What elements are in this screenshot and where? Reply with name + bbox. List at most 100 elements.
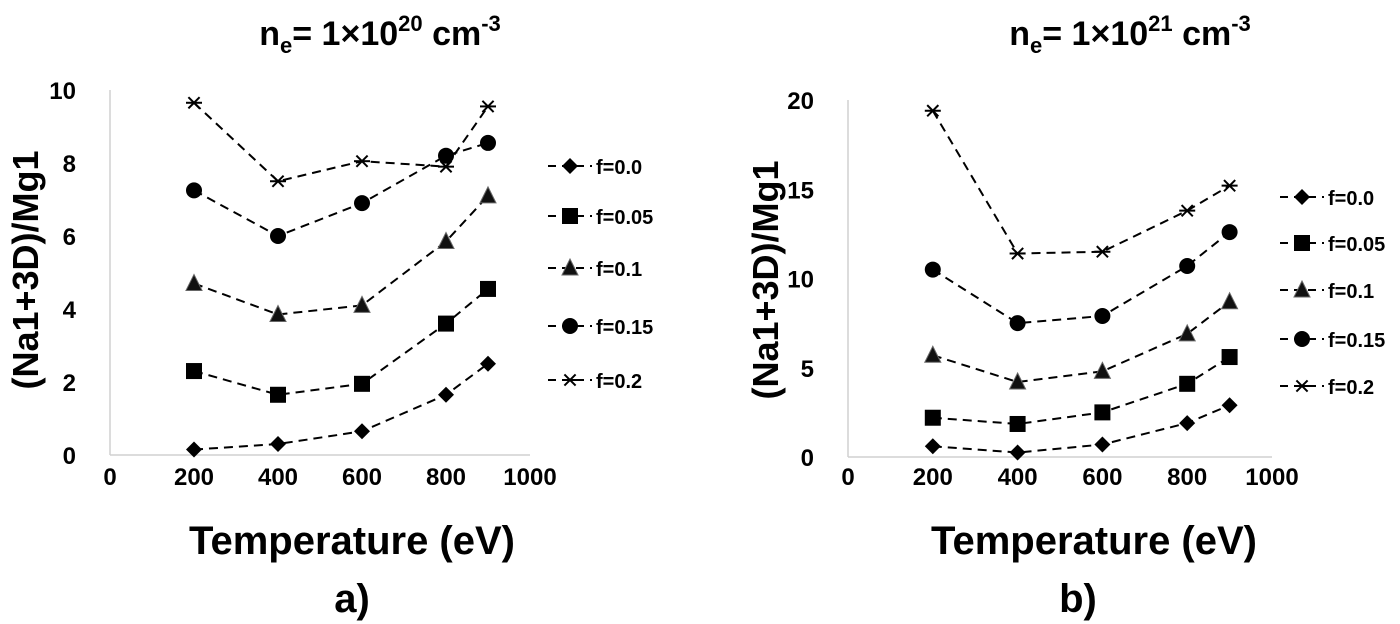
data-point bbox=[438, 386, 454, 403]
x-tick-label: 200 bbox=[913, 464, 953, 491]
series-f=0.0 bbox=[924, 397, 1238, 461]
data-point bbox=[438, 315, 454, 332]
x-tick-label: 1000 bbox=[503, 464, 556, 491]
data-point bbox=[354, 375, 370, 392]
data-point bbox=[480, 280, 496, 297]
legend-marker bbox=[1294, 235, 1310, 251]
series-f=0.2 bbox=[186, 96, 496, 188]
legend-entry: f=0.15 bbox=[548, 317, 653, 339]
y-tick-label: 20 bbox=[787, 88, 814, 115]
y-axis-label: (Na1+3D)/Mg1 bbox=[745, 160, 786, 399]
y-tick-label: 5 bbox=[801, 356, 814, 383]
legend-marker bbox=[1294, 189, 1310, 205]
data-point bbox=[1221, 349, 1238, 366]
data-point bbox=[1179, 258, 1196, 275]
x-tick-label: 400 bbox=[998, 464, 1038, 491]
data-point bbox=[924, 409, 941, 426]
x-tick-label: 600 bbox=[342, 464, 382, 491]
data-point bbox=[1093, 361, 1112, 379]
series-f=0.2 bbox=[924, 104, 1238, 260]
y-tick-label: 6 bbox=[63, 224, 76, 251]
x-tick-label: 200 bbox=[174, 464, 214, 491]
data-point bbox=[1094, 307, 1111, 324]
data-point bbox=[1009, 315, 1026, 332]
legend-entry: f=0.05 bbox=[1280, 234, 1385, 256]
legend-marker bbox=[562, 373, 578, 387]
data-point bbox=[924, 104, 941, 118]
data-point bbox=[186, 96, 202, 110]
x-tick-label: 400 bbox=[258, 464, 298, 491]
legend-label: f=0.1 bbox=[1328, 281, 1374, 303]
legend-label: f=0.2 bbox=[596, 371, 642, 393]
legend-label: f=0.15 bbox=[596, 317, 653, 339]
data-point bbox=[269, 304, 287, 322]
legend-entry: f=0.05 bbox=[548, 207, 653, 229]
y-axis-label: (Na1+3D)/Mg1 bbox=[5, 150, 46, 389]
chart-title: ne= 1×1021 cm-3 bbox=[1009, 11, 1251, 58]
chart-title: ne= 1×1020 cm-3 bbox=[259, 11, 501, 58]
x-tick-label: 0 bbox=[103, 464, 116, 491]
data-point bbox=[1094, 404, 1111, 421]
series-f=0.15 bbox=[186, 134, 496, 244]
data-point bbox=[438, 160, 454, 173]
series-f=0.05 bbox=[186, 280, 496, 403]
x-tick-label: 800 bbox=[1167, 464, 1207, 491]
legend-entry: f=0.15 bbox=[1280, 330, 1385, 352]
legend-marker bbox=[562, 318, 578, 334]
data-point bbox=[1009, 444, 1026, 461]
legend-label: f=0.1 bbox=[596, 259, 642, 281]
legend-label: f=0.15 bbox=[1328, 330, 1385, 352]
y-tick-label: 2 bbox=[63, 370, 76, 397]
data-point bbox=[480, 100, 496, 113]
data-point bbox=[924, 438, 941, 455]
data-point bbox=[185, 273, 203, 291]
legend-entry: f=0.0 bbox=[548, 157, 642, 179]
data-point bbox=[480, 355, 496, 372]
series-f=0.15 bbox=[924, 224, 1238, 332]
data-point bbox=[354, 423, 370, 440]
data-point bbox=[186, 441, 202, 458]
data-point bbox=[354, 195, 370, 212]
legend-entry: f=0.2 bbox=[1280, 377, 1374, 399]
data-point bbox=[1220, 291, 1239, 310]
legend-marker bbox=[562, 208, 578, 224]
data-point bbox=[1094, 436, 1111, 453]
x-tick-label: 800 bbox=[426, 464, 466, 491]
data-point bbox=[923, 345, 942, 363]
data-point bbox=[186, 182, 202, 199]
data-point bbox=[1009, 247, 1026, 260]
legend-marker bbox=[1294, 331, 1310, 347]
series-line bbox=[193, 195, 489, 316]
x-axis-label: Temperature (eV) bbox=[189, 519, 515, 563]
legend-label: f=0.05 bbox=[1328, 234, 1385, 256]
series-f=0.0 bbox=[186, 355, 496, 458]
x-tick-label: 0 bbox=[841, 464, 854, 491]
series-line bbox=[193, 362, 489, 451]
series-f=0.1 bbox=[185, 185, 497, 322]
legend-marker bbox=[1294, 379, 1310, 393]
legend-label: f=0.05 bbox=[596, 207, 653, 229]
data-point bbox=[437, 231, 455, 249]
chart-panel-b: ne= 1×1021 cm-3 0 200 400 600 800 1000 0 5 10 15 20… bbox=[745, 11, 1385, 621]
y-tick-label: 0 bbox=[63, 443, 76, 470]
data-point bbox=[1221, 397, 1238, 414]
series-line bbox=[931, 110, 1231, 255]
data-point bbox=[186, 363, 202, 380]
data-point bbox=[1179, 415, 1196, 432]
data-point bbox=[1178, 323, 1197, 342]
y-tick-label: 15 bbox=[787, 177, 814, 204]
data-point bbox=[479, 185, 497, 204]
data-point bbox=[270, 228, 286, 244]
data-point bbox=[1179, 204, 1196, 217]
legend-label: f=0.2 bbox=[1328, 377, 1374, 399]
data-point bbox=[1221, 179, 1238, 192]
legend-entry: f=0.2 bbox=[548, 371, 642, 393]
legend-label: f=0.0 bbox=[596, 157, 642, 179]
series-line bbox=[932, 231, 1231, 325]
data-point bbox=[353, 295, 371, 313]
x-axis-label: Temperature (eV) bbox=[931, 519, 1257, 563]
series-line bbox=[193, 288, 489, 396]
data-point bbox=[1094, 245, 1111, 259]
panel-label: a) bbox=[334, 577, 370, 621]
